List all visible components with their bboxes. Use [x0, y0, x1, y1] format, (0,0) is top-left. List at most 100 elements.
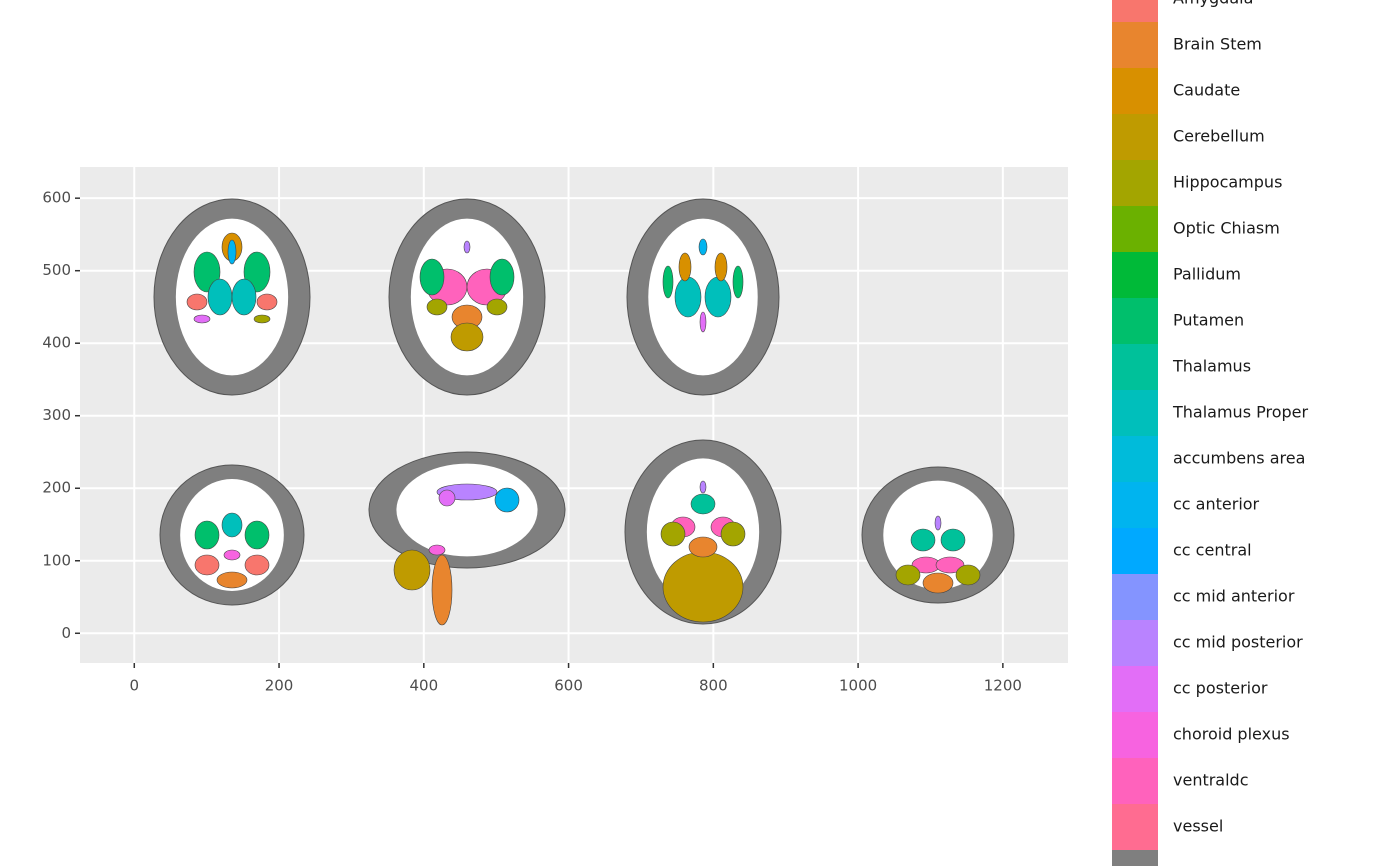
- legend-key: [1112, 804, 1158, 850]
- brain-region: [486, 298, 508, 316]
- brain-region: [463, 240, 471, 254]
- y-tick-label: 500: [42, 261, 71, 279]
- brain-interior: [396, 463, 538, 557]
- brain-region: [489, 258, 515, 296]
- brain-region: [216, 571, 248, 589]
- legend-key: [1112, 574, 1158, 620]
- legend: Amygdala Brain Stem Caudate Cerebellum Hippo…: [1112, 0, 1309, 866]
- legend-key: [1112, 482, 1158, 528]
- legend-key: [1112, 666, 1158, 712]
- brain-region: [955, 564, 981, 586]
- legend-key: [1112, 712, 1158, 758]
- brain-region: [699, 311, 707, 333]
- legend-key: [1112, 68, 1158, 114]
- legend-label: Cerebellum: [1173, 127, 1265, 146]
- legend-label: Pallidum: [1173, 265, 1241, 284]
- x-tick-label: 800: [699, 677, 728, 695]
- legend-key: [1112, 252, 1158, 298]
- legend-label: vessel: [1173, 817, 1223, 836]
- brain-region: [690, 493, 716, 515]
- brain-region: [660, 521, 686, 547]
- legend-label: ventraldc: [1173, 771, 1249, 790]
- legend-label: Optic Chiasm: [1173, 219, 1280, 238]
- axes: 0 200 400 600 800 1000 1200 0 100 200 300 400 500 600: [42, 189, 1022, 695]
- legend-key: [1112, 528, 1158, 574]
- legend-key: [1112, 620, 1158, 666]
- legend-key: [1112, 344, 1158, 390]
- legend-label: cc anterior: [1173, 495, 1260, 514]
- legend-label: cc central: [1173, 541, 1252, 560]
- brain-region: [935, 556, 965, 574]
- brain-region: [494, 487, 520, 513]
- brain-region: [688, 536, 718, 558]
- brain-region: [223, 549, 241, 561]
- y-tick-label: 300: [42, 406, 71, 424]
- brain-region: [193, 314, 211, 324]
- y-tick-label: 0: [61, 624, 71, 642]
- brain-region: [662, 265, 674, 299]
- x-tick-label: 1200: [984, 677, 1022, 695]
- legend-key: [1112, 850, 1158, 866]
- brain-region: [910, 528, 936, 552]
- brain-region: [895, 564, 921, 586]
- x-tick-label: 400: [409, 677, 438, 695]
- brain-region: [720, 521, 746, 547]
- legend-key: [1112, 758, 1158, 804]
- legend-key: [1112, 0, 1158, 22]
- brain-region: [428, 544, 446, 556]
- legend-label: accumbens area: [1173, 449, 1305, 468]
- legend-key: [1112, 436, 1158, 482]
- brain-region: [227, 239, 237, 265]
- brain-region: [934, 515, 942, 531]
- legend-label: Thalamus: [1172, 357, 1251, 376]
- brain-region: [186, 293, 208, 311]
- brain-region: [253, 314, 271, 324]
- legend-label: Amygdala: [1173, 0, 1253, 8]
- brain-region: [699, 480, 707, 494]
- legend-key: [1112, 206, 1158, 252]
- brain-region: [674, 276, 702, 318]
- legend-label: Brain Stem: [1173, 35, 1262, 54]
- brain-region: [256, 293, 278, 311]
- brain-interior: [883, 480, 993, 590]
- brain-interior: [648, 218, 758, 376]
- legend-label: Putamen: [1173, 311, 1244, 330]
- x-tick-label: 1000: [839, 677, 877, 695]
- brain-region: [419, 258, 445, 296]
- brain-region: [244, 554, 270, 576]
- legend-key: [1112, 298, 1158, 344]
- brain-region: [662, 551, 744, 623]
- brain-region: [194, 554, 220, 576]
- brain-region: [194, 520, 220, 550]
- brain-region: [450, 322, 484, 352]
- brain-region: [207, 278, 233, 316]
- brain-region: [393, 549, 431, 591]
- brain-region: [704, 276, 732, 318]
- legend-label: Caudate: [1173, 81, 1240, 100]
- x-tick-label: 200: [265, 677, 294, 695]
- y-tick-label: 100: [42, 551, 71, 569]
- y-tick-label: 600: [42, 189, 71, 207]
- legend-label: cc mid anterior: [1173, 587, 1295, 606]
- legend-label: Thalamus Proper: [1172, 403, 1309, 422]
- legend-key: [1112, 390, 1158, 436]
- x-tick-label: 0: [130, 677, 140, 695]
- brain-region: [231, 278, 257, 316]
- legend-key: [1112, 114, 1158, 160]
- brain-region: [732, 265, 744, 299]
- brain-region: [431, 554, 453, 626]
- brain-region: [221, 512, 243, 538]
- brain-region: [244, 520, 270, 550]
- brain-region: [678, 252, 692, 282]
- brain-region: [698, 238, 708, 256]
- brain-interior: [410, 218, 524, 376]
- brain-region: [438, 489, 456, 507]
- legend-label: cc posterior: [1173, 679, 1268, 698]
- brain-region: [940, 528, 966, 552]
- legend-label: choroid plexus: [1173, 725, 1290, 744]
- legend-key: [1112, 22, 1158, 68]
- brain-region: [922, 572, 954, 594]
- legend-label: Hippocampus: [1173, 173, 1282, 192]
- brain-views: [153, 198, 1015, 626]
